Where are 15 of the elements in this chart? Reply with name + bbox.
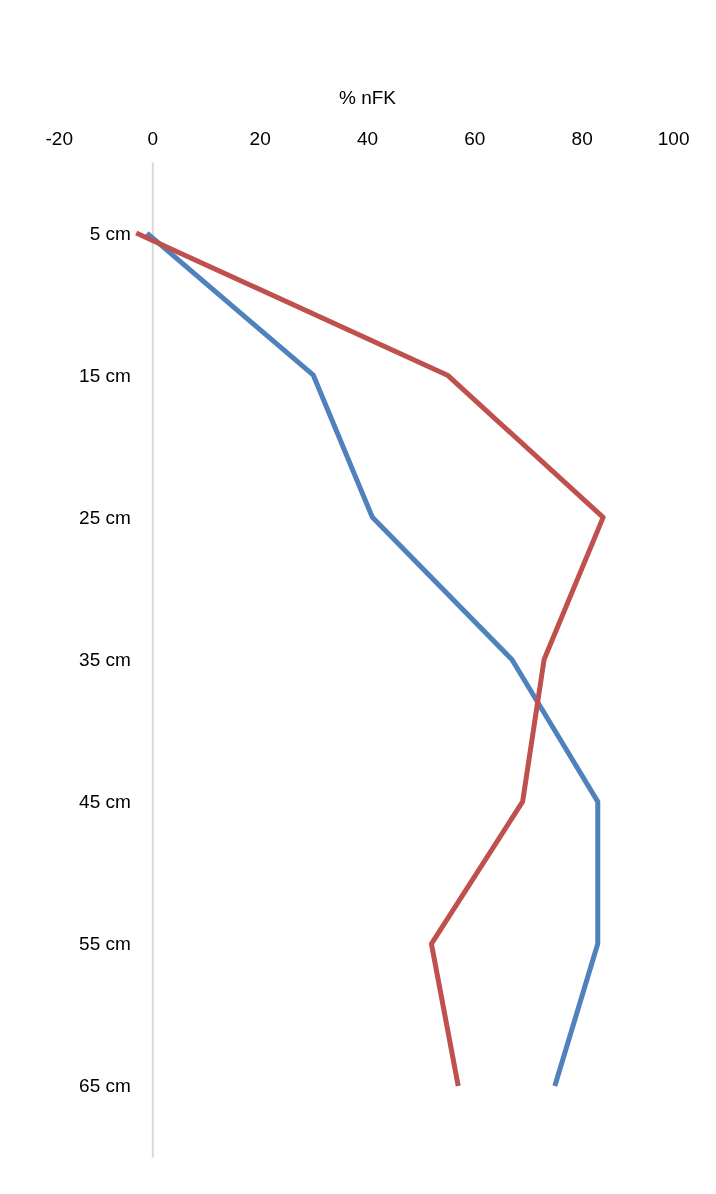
y-tick-label: 35 cm: [79, 649, 131, 670]
y-tick-label: 55 cm: [79, 933, 131, 955]
x-tick-label: 60: [464, 127, 486, 149]
y-tick-label: 45 cm: [79, 791, 131, 813]
x-tick-label: 40: [356, 127, 379, 149]
x-tick-label: -20: [45, 127, 73, 149]
y-tick-label: 5 cm: [89, 222, 131, 244]
x-tick-label: 100: [657, 127, 690, 149]
x-tick-label: 80: [571, 127, 593, 149]
x-axis-title: % nFK: [338, 86, 397, 108]
y-tick-label: 15 cm: [79, 364, 131, 386]
x-tick-label: 0: [147, 127, 159, 149]
y-tick-label: 65 cm: [79, 1075, 131, 1097]
y-tick-label: 25 cm: [79, 506, 131, 528]
x-tick-label: 20: [249, 127, 271, 149]
